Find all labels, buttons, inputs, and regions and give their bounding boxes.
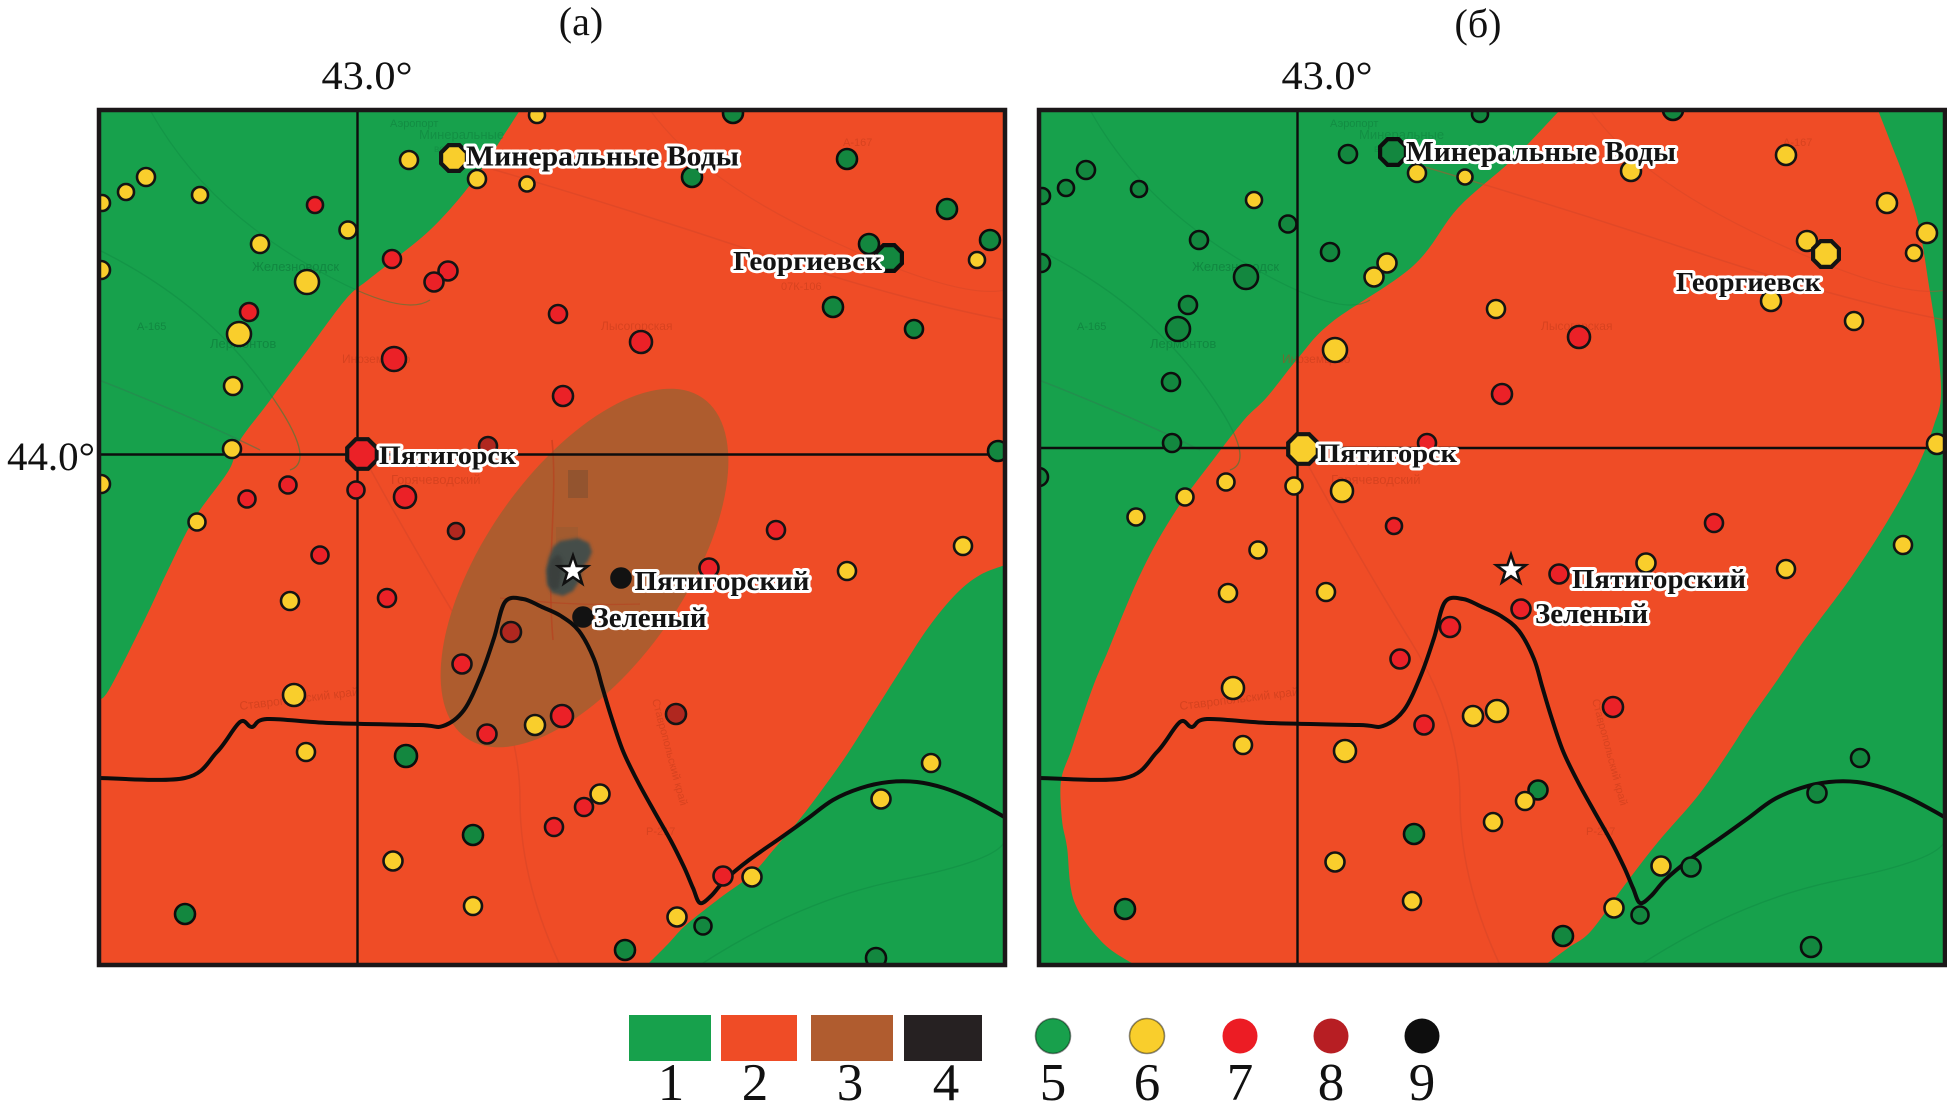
svg-text:07К-106: 07К-106 (781, 281, 822, 293)
svg-text:Георгиевск: Георгиевск (1676, 267, 1821, 297)
svg-text:43.0°: 43.0° (1282, 53, 1373, 98)
svg-text:Лермонтов: Лермонтов (1150, 336, 1216, 351)
svg-text:6: 6 (1134, 1054, 1161, 1106)
svg-text:Лысогорская: Лысогорская (601, 319, 672, 333)
svg-text:2: 2 (742, 1054, 769, 1106)
svg-text:Горячеводский: Горячеводский (391, 472, 481, 487)
svg-text:Железноводск: Железноводск (1192, 259, 1279, 274)
svg-text:Зеленый: Зеленый (594, 603, 707, 634)
svg-text:А-165: А-165 (1077, 321, 1106, 333)
svg-text:44.0°: 44.0° (7, 434, 95, 479)
svg-text:Аэропорт: Аэропорт (390, 118, 438, 130)
svg-text:07К-106: 07К-106 (1721, 281, 1762, 293)
svg-text:А-167: А-167 (843, 137, 872, 149)
svg-text:Пятигорск: Пятигорск (379, 441, 516, 470)
svg-text:Железноводск: Железноводск (252, 259, 339, 274)
svg-text:(а): (а) (559, 0, 603, 44)
svg-text:4: 4 (933, 1054, 960, 1106)
svg-text:А-165: А-165 (137, 321, 166, 333)
svg-text:Р-217: Р-217 (1586, 826, 1615, 838)
svg-text:Пятигорский: Пятигорский (635, 565, 810, 596)
svg-text:Пятигорский: Пятигорский (1572, 563, 1746, 594)
svg-text:8: 8 (1318, 1054, 1345, 1106)
svg-text:Минеральные Воды: Минеральные Воды (1406, 136, 1676, 168)
svg-text:Минеральные Воды: Минеральные Воды (466, 141, 739, 173)
svg-text:5: 5 (1040, 1054, 1067, 1106)
svg-text:3: 3 (837, 1054, 864, 1106)
svg-text:Минеральные: Минеральные (419, 127, 504, 142)
svg-text:1: 1 (658, 1054, 685, 1106)
svg-text:Р-217: Р-217 (646, 826, 675, 838)
svg-text:Минеральные: Минеральные (1359, 127, 1444, 142)
svg-text:43.0°: 43.0° (322, 53, 413, 98)
svg-text:7: 7 (1227, 1054, 1254, 1106)
svg-text:Георгиевск: Георгиевск (733, 246, 882, 276)
svg-text:Горячеводский: Горячеводский (1331, 472, 1421, 487)
svg-text:(б): (б) (1455, 1, 1502, 46)
svg-text:9: 9 (1409, 1054, 1436, 1106)
svg-text:Зеленый: Зеленый (1535, 599, 1648, 630)
svg-text:Аэропорт: Аэропорт (1330, 118, 1378, 130)
svg-text:Пятигорск: Пятигорск (1318, 439, 1457, 468)
